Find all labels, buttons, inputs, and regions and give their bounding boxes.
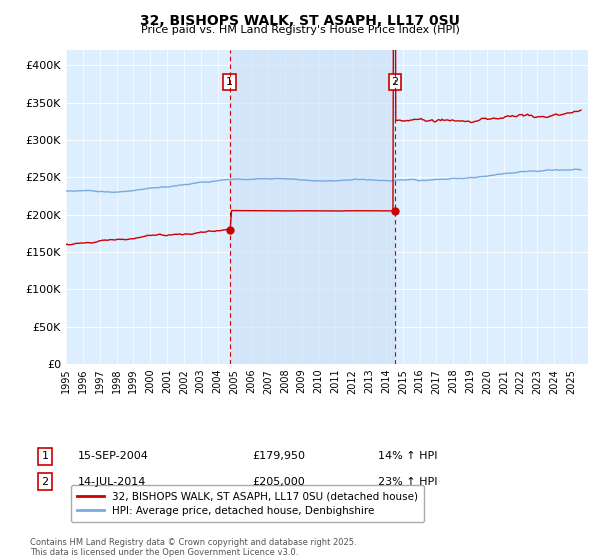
Text: £205,000: £205,000 xyxy=(252,477,305,487)
Bar xyxy=(230,50,395,364)
Text: 2: 2 xyxy=(41,477,49,487)
Text: £179,950: £179,950 xyxy=(252,451,305,461)
Text: 23% ↑ HPI: 23% ↑ HPI xyxy=(378,477,437,487)
Text: 14-JUL-2014: 14-JUL-2014 xyxy=(78,477,146,487)
Text: 15-SEP-2004: 15-SEP-2004 xyxy=(78,451,149,461)
Text: 2: 2 xyxy=(391,77,398,87)
Text: Contains HM Land Registry data © Crown copyright and database right 2025.
This d: Contains HM Land Registry data © Crown c… xyxy=(30,538,356,557)
Text: Price paid vs. HM Land Registry's House Price Index (HPI): Price paid vs. HM Land Registry's House … xyxy=(140,25,460,35)
Text: 1: 1 xyxy=(226,77,233,87)
Text: 14% ↑ HPI: 14% ↑ HPI xyxy=(378,451,437,461)
Legend: 32, BISHOPS WALK, ST ASAPH, LL17 0SU (detached house), HPI: Average price, detac: 32, BISHOPS WALK, ST ASAPH, LL17 0SU (de… xyxy=(71,485,424,522)
Text: 1: 1 xyxy=(41,451,49,461)
Text: 32, BISHOPS WALK, ST ASAPH, LL17 0SU: 32, BISHOPS WALK, ST ASAPH, LL17 0SU xyxy=(140,14,460,28)
